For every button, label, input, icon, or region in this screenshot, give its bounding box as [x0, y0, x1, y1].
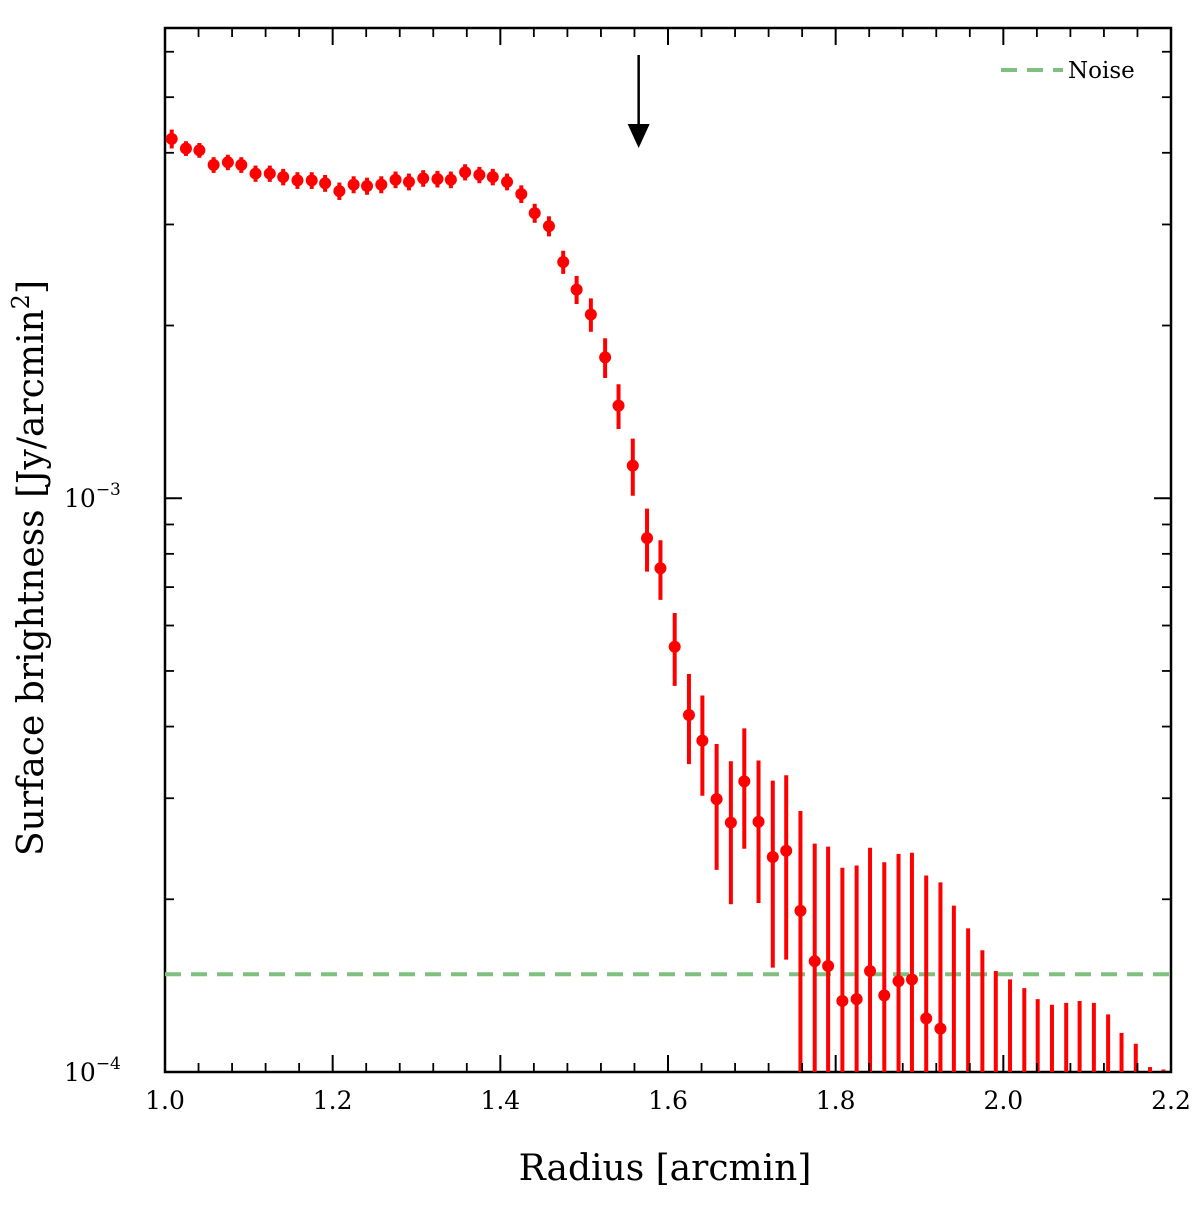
x-axis-title: Radius [arcmin]	[519, 1148, 812, 1189]
data-point	[305, 174, 318, 187]
data-point	[431, 173, 444, 186]
arrow-head	[627, 124, 650, 148]
y-tick-label-exponent: −4	[96, 1054, 121, 1074]
data-point	[249, 167, 262, 180]
data-point	[612, 399, 625, 412]
data-point	[641, 532, 654, 545]
y-axis-title-superscript: 2	[7, 294, 35, 309]
data-point	[319, 177, 332, 190]
data-point	[207, 158, 220, 171]
data-point	[486, 170, 499, 183]
y-axis-title-close: ]	[11, 280, 52, 294]
y-axis-title-main: Surface brightness [Jy/arcmin	[11, 309, 52, 856]
data-point	[710, 793, 723, 806]
data-point	[892, 975, 905, 988]
data-point	[738, 775, 751, 788]
x-tick-label: 1.2	[313, 1086, 353, 1115]
data-point	[402, 175, 415, 188]
data-point	[780, 844, 793, 857]
x-tick-label: 1.0	[145, 1086, 185, 1115]
data-point	[905, 973, 918, 986]
x-tick-label: 1.8	[816, 1086, 856, 1115]
data-point	[822, 960, 835, 973]
data-point	[696, 734, 709, 747]
data-point	[766, 850, 779, 863]
data-point	[389, 173, 402, 186]
legend-noise-label: Noise	[1068, 58, 1135, 84]
y-tick-label-base: 10	[64, 484, 96, 513]
data-point	[557, 256, 570, 269]
data-point	[724, 816, 737, 829]
data-point	[193, 144, 206, 157]
data-point	[808, 955, 821, 968]
data-point	[794, 904, 807, 917]
data-point	[221, 156, 234, 169]
data-point	[444, 173, 457, 186]
y-tick-label: 10−3	[64, 480, 121, 513]
data-point	[836, 994, 849, 1007]
data-point	[626, 459, 639, 472]
x-tick-label: 2.0	[983, 1086, 1023, 1115]
data-point	[850, 993, 863, 1006]
data-point	[347, 178, 360, 191]
data-point	[599, 351, 612, 364]
marker-layer	[165, 132, 947, 1035]
data-point	[263, 167, 276, 180]
data-point	[878, 989, 891, 1002]
annotation-layer	[627, 55, 650, 148]
data-point	[668, 640, 681, 653]
y-tick-label-exponent: −3	[96, 480, 121, 500]
data-point	[333, 185, 346, 198]
data-point	[528, 207, 541, 220]
data-point	[459, 166, 472, 179]
data-point	[542, 220, 555, 233]
data-point	[235, 158, 248, 171]
y-tick-label: 10−4	[64, 1054, 121, 1087]
errorbar-layer	[169, 129, 1166, 1072]
data-point	[417, 172, 430, 185]
data-point	[501, 175, 514, 188]
data-point	[277, 170, 290, 183]
data-point	[920, 1012, 933, 1025]
x-tick-label: 1.4	[480, 1086, 520, 1115]
data-point	[682, 708, 695, 721]
data-point	[934, 1022, 947, 1035]
data-point	[584, 308, 597, 321]
data-point	[361, 180, 374, 193]
data-point	[515, 188, 528, 201]
data-point	[570, 283, 583, 296]
y-tick-label-base: 10	[64, 1058, 96, 1087]
data-point	[375, 178, 388, 191]
data-point	[752, 815, 765, 828]
data-point	[654, 562, 667, 575]
data-point	[165, 132, 178, 145]
x-tick-label: 1.6	[648, 1086, 688, 1115]
data-point	[179, 142, 192, 155]
data-point	[291, 174, 304, 187]
tick-layer: 1.0 1.2 1.4 1.6 1.8 2.0 2.210−310−4	[64, 28, 1191, 1115]
data-point	[473, 168, 486, 181]
data-point	[864, 964, 877, 977]
legend: Noise	[1001, 58, 1135, 84]
x-tick-label: 2.2	[1151, 1086, 1191, 1115]
y-axis-title: Surface brightness [Jy/arcmin2]	[7, 280, 52, 856]
